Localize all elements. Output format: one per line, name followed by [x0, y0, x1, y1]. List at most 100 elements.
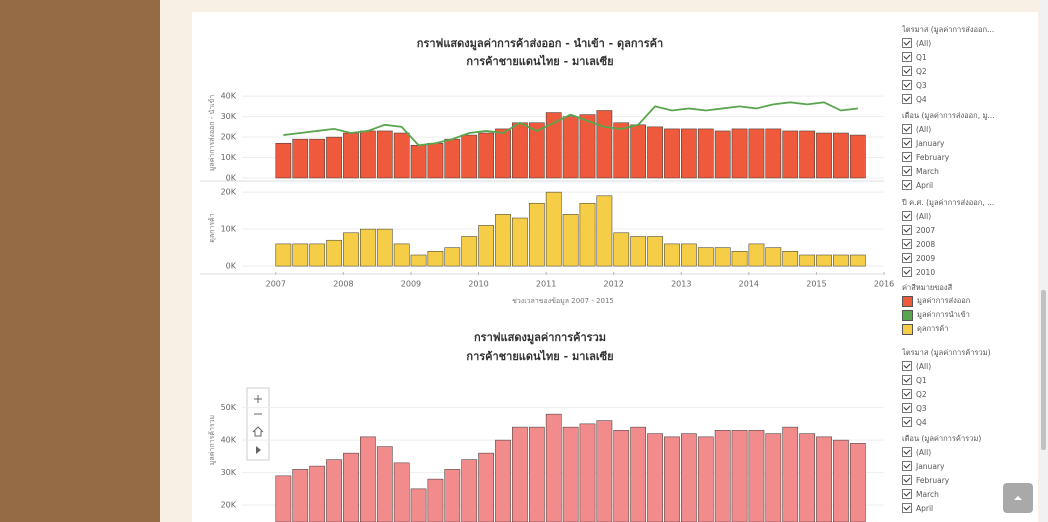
filter-option[interactable]: Q3: [902, 401, 1038, 415]
bar: [528, 122, 545, 179]
checkbox[interactable]: [902, 152, 912, 162]
checkbox[interactable]: [902, 447, 912, 457]
y-tick-label: 20K: [221, 501, 237, 510]
bar: [545, 413, 562, 522]
bar: [799, 130, 815, 179]
option-label: Q2: [916, 66, 927, 76]
filter-option[interactable]: (All): [902, 359, 1038, 373]
filter-option[interactable]: March: [902, 164, 1038, 178]
legend-item[interactable]: ดุลการค้า: [902, 322, 1038, 336]
x-tick-label: 2012: [604, 280, 624, 289]
scroll-top-button[interactable]: [1003, 483, 1033, 513]
bar: [714, 247, 731, 267]
checkbox[interactable]: [902, 124, 912, 134]
bar: [444, 138, 461, 179]
bar: [664, 128, 680, 179]
filter-option[interactable]: Q1: [902, 373, 1038, 387]
checkbox[interactable]: [902, 361, 912, 371]
filter-title: ไตรมาส (มูลค่าการส่งออก...: [902, 25, 995, 34]
sidebar: [0, 0, 160, 522]
bar: [579, 114, 596, 179]
legend-item[interactable]: มูลค่าการส่งออก: [902, 294, 1038, 308]
pan-button[interactable]: [256, 446, 261, 454]
filter-option[interactable]: March: [902, 487, 1038, 501]
bar: [427, 478, 444, 522]
bar: [613, 430, 630, 522]
option-label: January: [916, 461, 945, 471]
filter-option[interactable]: (All): [902, 209, 1038, 223]
filter-option[interactable]: Q3: [902, 78, 1038, 92]
bar: [748, 430, 765, 522]
bar: [697, 128, 714, 179]
option-label: (All): [916, 211, 932, 221]
checkbox[interactable]: [902, 166, 912, 176]
filter-option[interactable]: (All): [902, 36, 1038, 50]
checkbox[interactable]: [902, 225, 912, 235]
bar: [731, 128, 748, 179]
filter-option[interactable]: 2010: [902, 265, 1038, 279]
checkbox[interactable]: [902, 211, 912, 221]
bar: [427, 142, 444, 179]
checkbox[interactable]: [902, 66, 912, 76]
checkbox[interactable]: [902, 417, 912, 427]
checkbox[interactable]: [902, 503, 912, 513]
filter-option[interactable]: Q1: [902, 50, 1038, 64]
filter-option[interactable]: April: [902, 501, 1038, 515]
filter-option[interactable]: (All): [902, 122, 1038, 136]
bar: [410, 488, 427, 522]
filter-option[interactable]: Q2: [902, 387, 1038, 401]
chart-title: กราฟแสดงมูลค่าการค้าส่งออก - นำเข้า - ดุ…: [417, 37, 663, 51]
filter-option[interactable]: 2007: [902, 223, 1038, 237]
filter-option[interactable]: 2008: [902, 237, 1038, 251]
checkbox[interactable]: [902, 138, 912, 148]
bar: [630, 236, 647, 267]
filter-option[interactable]: January: [902, 459, 1038, 473]
scroll-top-icon[interactable]: [1014, 496, 1022, 500]
checkbox[interactable]: [902, 475, 912, 485]
filter-option[interactable]: Q4: [902, 415, 1038, 429]
option-label: Q3: [916, 80, 927, 90]
filter-option[interactable]: Q2: [902, 64, 1038, 78]
filter-option[interactable]: February: [902, 473, 1038, 487]
checkbox[interactable]: [902, 80, 912, 90]
bar: [799, 254, 815, 267]
checkbox[interactable]: [902, 94, 912, 104]
checkbox[interactable]: [902, 461, 912, 471]
bar: [681, 243, 697, 267]
bar: [579, 202, 596, 267]
bar: [748, 243, 765, 267]
checkbox[interactable]: [902, 389, 912, 399]
bar: [275, 475, 292, 522]
scroll-thumb[interactable]: [1041, 290, 1046, 450]
checkbox[interactable]: [902, 403, 912, 413]
filter-option[interactable]: February: [902, 150, 1038, 164]
checkbox[interactable]: [902, 52, 912, 62]
option-label: (All): [916, 447, 932, 457]
checkbox[interactable]: [902, 489, 912, 499]
zoom-toolbar: [246, 387, 270, 461]
legend-item[interactable]: มูลค่าการนำเข้า: [902, 308, 1038, 322]
bar: [444, 247, 461, 267]
filter-option[interactable]: January: [902, 136, 1038, 150]
filter-option[interactable]: (All): [902, 445, 1038, 459]
checkbox[interactable]: [902, 38, 912, 48]
scrollbar[interactable]: [1039, 0, 1048, 522]
checkbox[interactable]: [902, 239, 912, 249]
filter-option[interactable]: 2009: [902, 251, 1038, 265]
checkbox[interactable]: [902, 253, 912, 263]
checkbox[interactable]: [902, 267, 912, 277]
filter-option[interactable]: Q4: [902, 92, 1038, 106]
bar: [545, 112, 562, 179]
checkbox[interactable]: [902, 375, 912, 385]
filter-option[interactable]: April: [902, 178, 1038, 192]
checkbox[interactable]: [902, 180, 912, 190]
zoom-in[interactable]: [254, 395, 262, 403]
x-tick-label: 2007: [266, 280, 286, 289]
option-label: (All): [916, 361, 932, 371]
option-label: Q1: [916, 375, 927, 385]
bar: [596, 110, 613, 179]
bar: [292, 243, 309, 267]
bar: [495, 214, 511, 267]
home-button[interactable]: [252, 426, 264, 437]
